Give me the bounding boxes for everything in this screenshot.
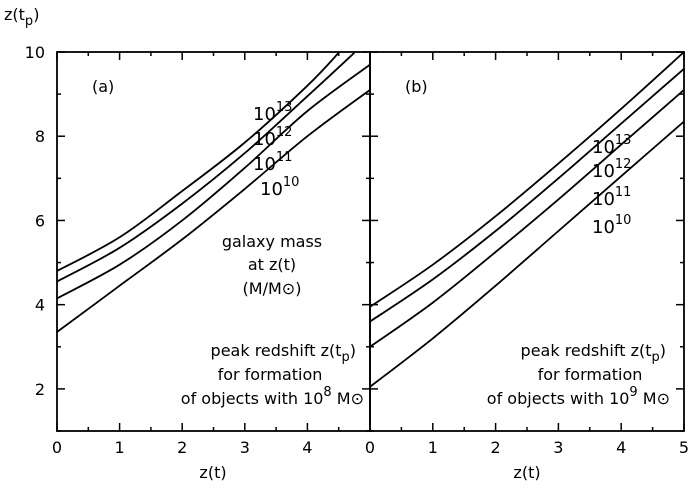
y-tick-label: 2 <box>35 380 45 399</box>
mass-title-line2: at z(t) <box>248 255 296 274</box>
x-tick-label-a: 4 <box>302 438 312 457</box>
panel-a-label: (a) <box>92 77 114 96</box>
formation-b-line2: for formation <box>538 365 643 384</box>
axis-ticks <box>56 51 685 432</box>
panel-a-frame <box>56 51 371 432</box>
mass-label-a-11: 1011 <box>253 150 292 175</box>
mass-title-line1: galaxy mass <box>222 232 322 251</box>
curve-a-13 <box>56 52 340 272</box>
curve-a-11 <box>56 63 371 300</box>
mass-label-b-13: 1013 <box>592 133 631 158</box>
curve-a-10 <box>56 89 371 333</box>
x-tick-label-b: 1 <box>428 438 438 457</box>
x-tick-label-a: 0 <box>52 438 62 457</box>
x-axis-title-b: z(t) <box>513 463 540 482</box>
y-tick-label: 10 <box>25 43 45 62</box>
formation-a-line1: peak redshift z(tp) <box>211 341 356 365</box>
mass-label-a-10: 1010 <box>260 175 299 200</box>
x-tick-label-b: 5 <box>679 438 689 457</box>
tick-labels: 0 1 2 3 4 2 4 6 8 10 0 1 2 3 4 5 <box>25 43 689 457</box>
y-axis-title: z(tp) <box>4 5 39 29</box>
formation-b-line1: peak redshift z(tp) <box>521 341 666 365</box>
y-tick-label: 8 <box>35 127 45 146</box>
x-tick-label-a: 3 <box>240 438 250 457</box>
formation-a-line3: of objects with 108 M⊙ <box>181 385 364 408</box>
curve-b-11 <box>369 89 685 348</box>
x-tick-label-b: 4 <box>616 438 626 457</box>
x-tick-label-b: 3 <box>553 438 563 457</box>
mass-label-b-12: 1012 <box>592 157 631 182</box>
x-tick-label-b: 0 <box>365 438 375 457</box>
series-curves <box>56 51 685 388</box>
mass-label-a-12: 1012 <box>253 125 292 150</box>
curve-a-12 <box>56 52 355 283</box>
x-tick-label-b: 2 <box>491 438 501 457</box>
curve-b-12 <box>369 68 685 323</box>
curve-b-13 <box>369 51 685 308</box>
panel-b-label: (b) <box>405 77 428 96</box>
mass-label-a-13: 1013 <box>253 100 292 125</box>
curve-b-10 <box>369 120 685 388</box>
formation-a-line2: for formation <box>218 365 323 384</box>
x-axis-title-a: z(t) <box>199 463 226 482</box>
y-tick-label: 4 <box>35 296 45 315</box>
y-tick-label: 6 <box>35 211 45 230</box>
mass-label-b-11: 1011 <box>592 185 631 210</box>
x-tick-label-a: 2 <box>177 438 187 457</box>
mass-label-b-10: 1010 <box>592 213 631 238</box>
formation-b-line3: of objects with 109 M⊙ <box>487 385 670 408</box>
x-tick-label-a: 1 <box>115 438 125 457</box>
mass-title-line3: (M/M⊙) <box>243 279 302 298</box>
